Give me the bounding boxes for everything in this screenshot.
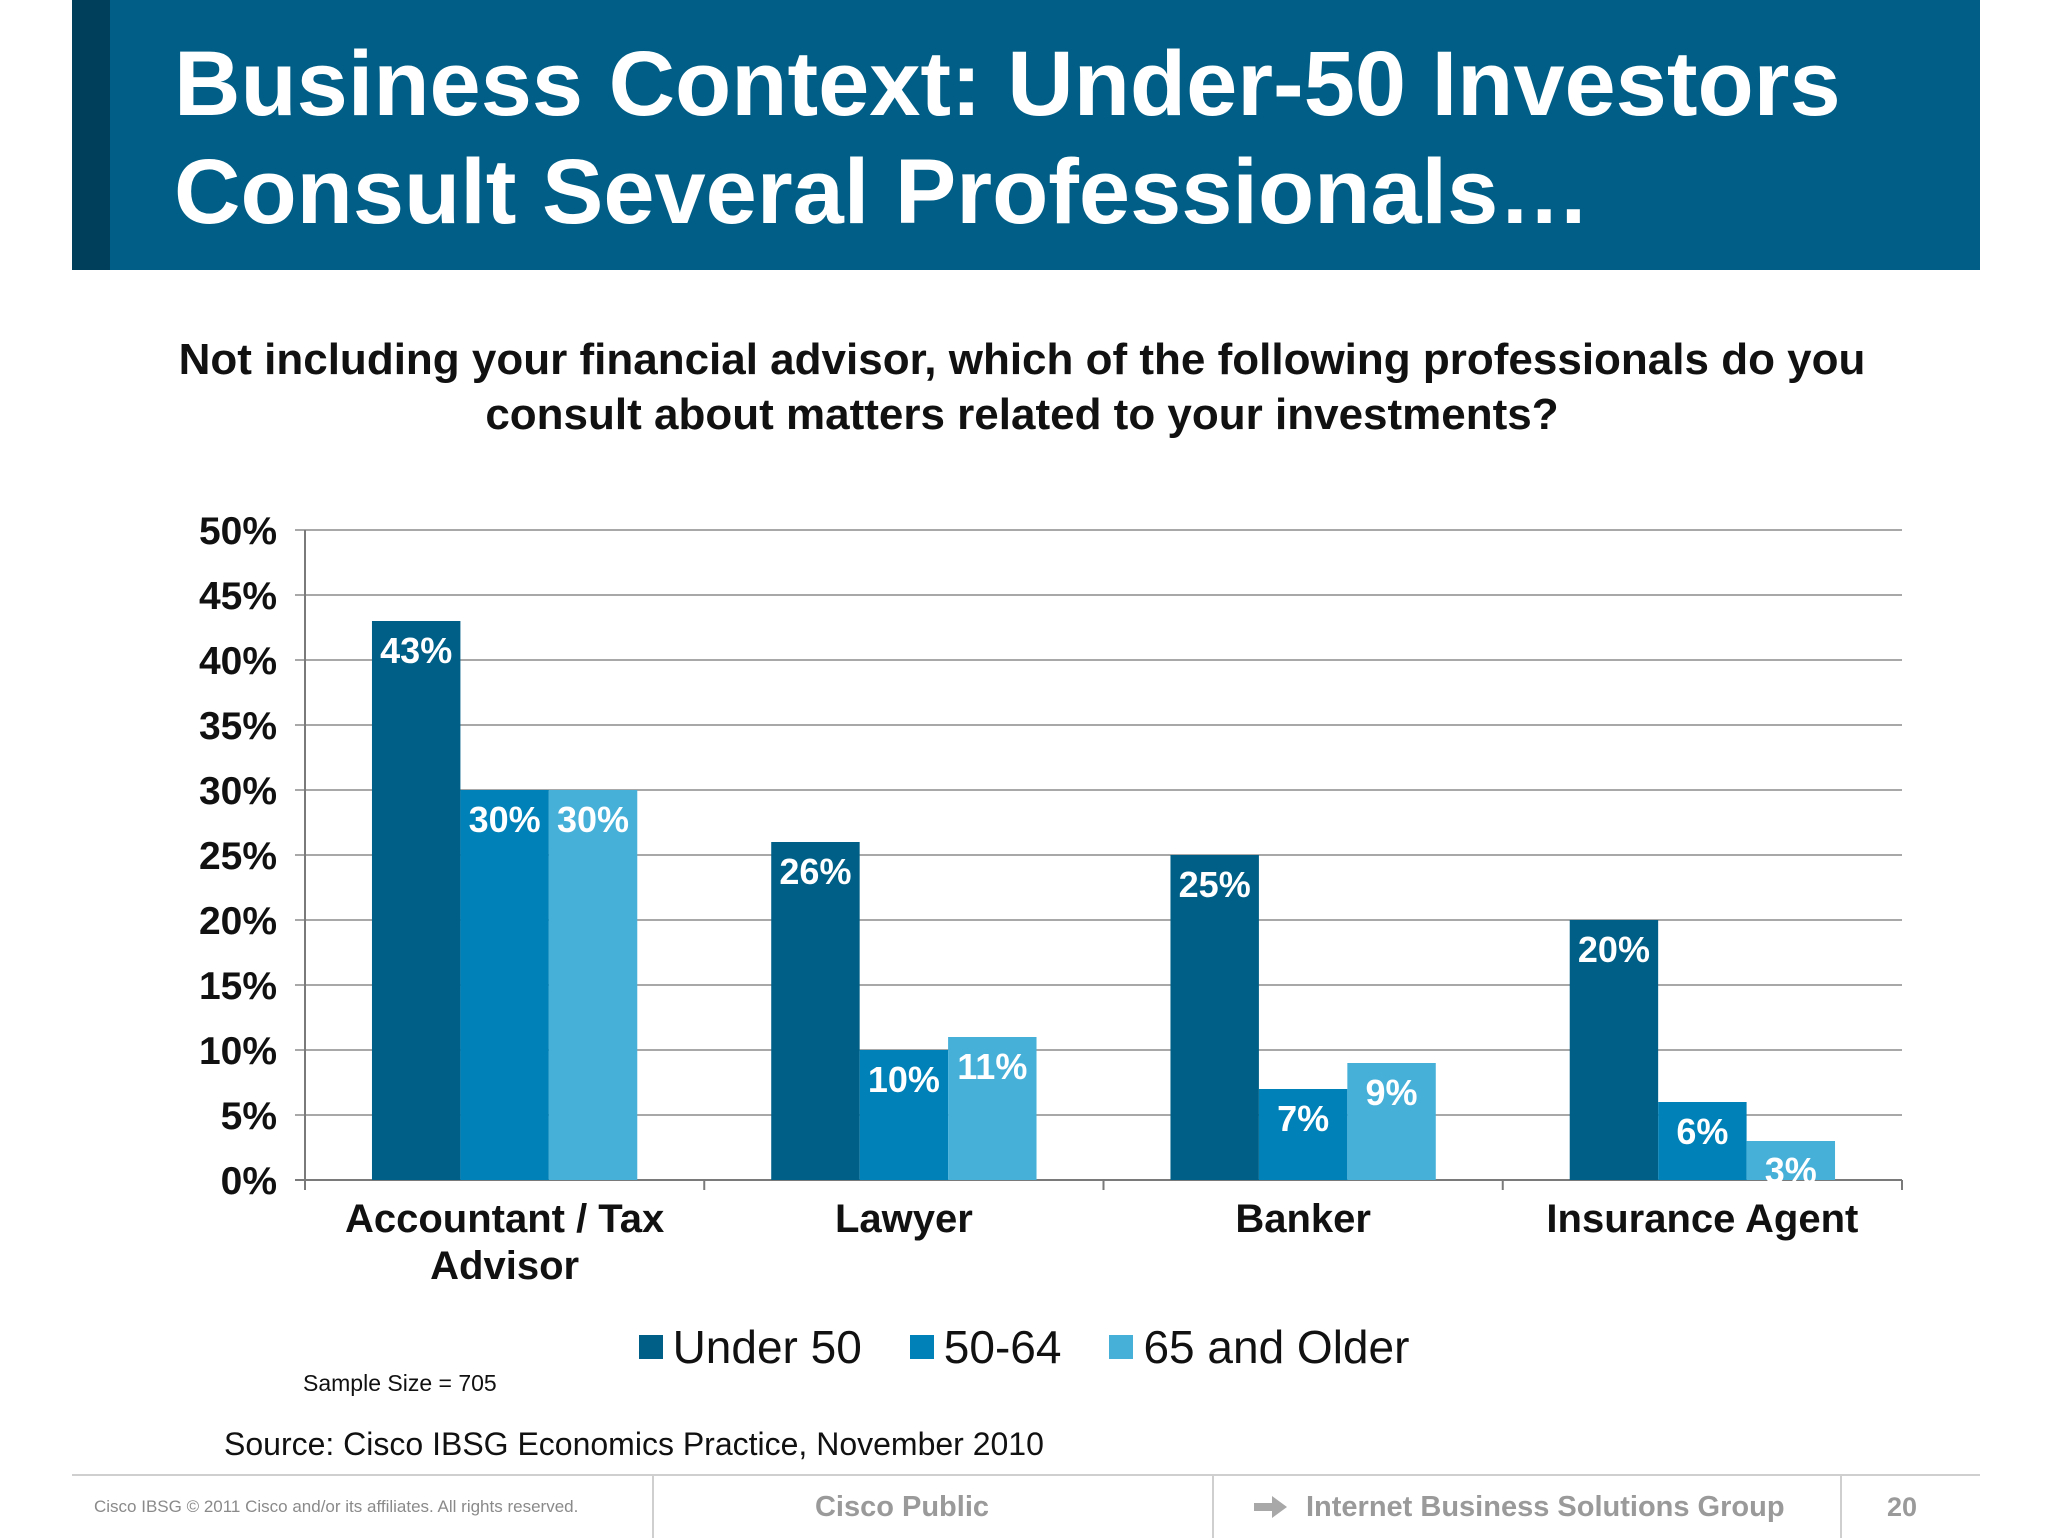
y-tick-label: 35%	[199, 705, 277, 748]
data-label: 6%	[1676, 1111, 1728, 1152]
footer-divider	[652, 1476, 654, 1538]
left-margin	[0, 0, 72, 1536]
data-label: 20%	[1578, 929, 1650, 970]
footer-group: Internet Business Solutions Group	[1252, 1476, 1785, 1538]
data-label: 9%	[1366, 1072, 1418, 1113]
y-tick-label: 45%	[199, 575, 277, 618]
data-label: 3%	[1765, 1150, 1817, 1191]
data-label: 30%	[557, 799, 629, 840]
data-label: 25%	[1179, 864, 1251, 905]
right-arrow-icon	[1254, 1496, 1287, 1518]
bar	[1347, 1063, 1436, 1180]
data-label: 10%	[868, 1059, 940, 1100]
legend-item-under-50: Under 50	[638, 1320, 862, 1374]
y-tick-label: 25%	[199, 835, 277, 878]
legend-swatch-65-older	[1109, 1335, 1134, 1359]
x-category-label: Insurance Agent	[1546, 1197, 1858, 1241]
data-label: 11%	[957, 1046, 1027, 1087]
footer: Cisco IBSG © 2011 Cisco and/or its affil…	[72, 1474, 1980, 1538]
x-category-label: Banker	[1235, 1197, 1371, 1241]
title-accent	[72, 0, 110, 270]
footer-divider	[1840, 1476, 1842, 1538]
footer-group-label: Internet Business Solutions Group	[1306, 1490, 1785, 1523]
bar	[1258, 1089, 1348, 1180]
legend-label-under-50: Under 50	[672, 1321, 862, 1373]
bar	[1658, 1102, 1747, 1180]
x-category-label: Accountant / Tax	[345, 1197, 664, 1241]
y-tick-label: 20%	[199, 900, 277, 943]
y-tick-label: 40%	[199, 640, 277, 683]
bar	[1569, 920, 1659, 1180]
footer-divider	[1212, 1476, 1214, 1538]
x-category-label: Advisor	[430, 1244, 579, 1288]
bar	[948, 1037, 1037, 1180]
slide-title-line-2: Consult Several Professionals…	[174, 141, 1591, 243]
legend-item-50-64: 50-64	[909, 1320, 1062, 1374]
y-tick-label: 30%	[199, 770, 277, 813]
chart-legend: Under 50 50-64 65 and Older	[0, 1320, 2048, 1374]
source-note: Source: Cisco IBSG Economics Practice, N…	[224, 1426, 1044, 1462]
data-label: 7%	[1277, 1098, 1329, 1139]
slide-title: Business Context: Under-50 Investors Con…	[174, 30, 1954, 246]
footer-classification: Cisco Public	[814, 1490, 990, 1523]
page-number: 20	[1886, 1491, 1918, 1522]
x-category-label: Lawyer	[835, 1197, 973, 1241]
data-label: 30%	[469, 799, 541, 840]
bar	[1746, 1141, 1836, 1180]
bar	[371, 621, 461, 1180]
data-label: 26%	[779, 851, 851, 892]
survey-question-line-2: consult about matters related to your in…	[485, 390, 1559, 439]
y-tick-label: 0%	[221, 1160, 277, 1203]
title-bar: Business Context: Under-50 Investors Con…	[72, 0, 1980, 270]
bar-chart: 0% 5% 10% 15% 20% 25% 30% 35% 40% 45% 50% 43% 30% 30%…	[199, 510, 1903, 1288]
bar	[771, 842, 860, 1180]
legend-swatch-50-64	[909, 1335, 934, 1359]
y-tick-label: 50%	[199, 510, 277, 553]
bar	[548, 790, 638, 1180]
legend-item-65-older: 65 and Older	[1109, 1320, 1409, 1374]
y-tick-label: 15%	[199, 965, 277, 1008]
bar	[859, 1050, 949, 1180]
legend-swatch-under-50	[638, 1335, 663, 1359]
y-tick-label: 10%	[199, 1030, 277, 1073]
survey-question-line-1: Not including your financial advisor, wh…	[178, 335, 1866, 384]
slide-title-line-1: Business Context: Under-50 Investors	[174, 33, 1841, 135]
right-margin	[1980, 0, 2048, 1536]
survey-question: Not including your financial advisor, wh…	[112, 332, 1932, 442]
footer-copyright: Cisco IBSG © 2011 Cisco and/or its affil…	[94, 1497, 579, 1516]
sample-size: Sample Size = 705	[303, 1370, 497, 1396]
data-label: 43%	[380, 630, 452, 671]
bar	[1170, 855, 1259, 1180]
legend-label-65-older: 65 and Older	[1143, 1321, 1410, 1373]
legend-label-50-64: 50-64	[943, 1321, 1062, 1373]
bar	[460, 790, 549, 1180]
y-tick-label: 5%	[221, 1095, 277, 1138]
